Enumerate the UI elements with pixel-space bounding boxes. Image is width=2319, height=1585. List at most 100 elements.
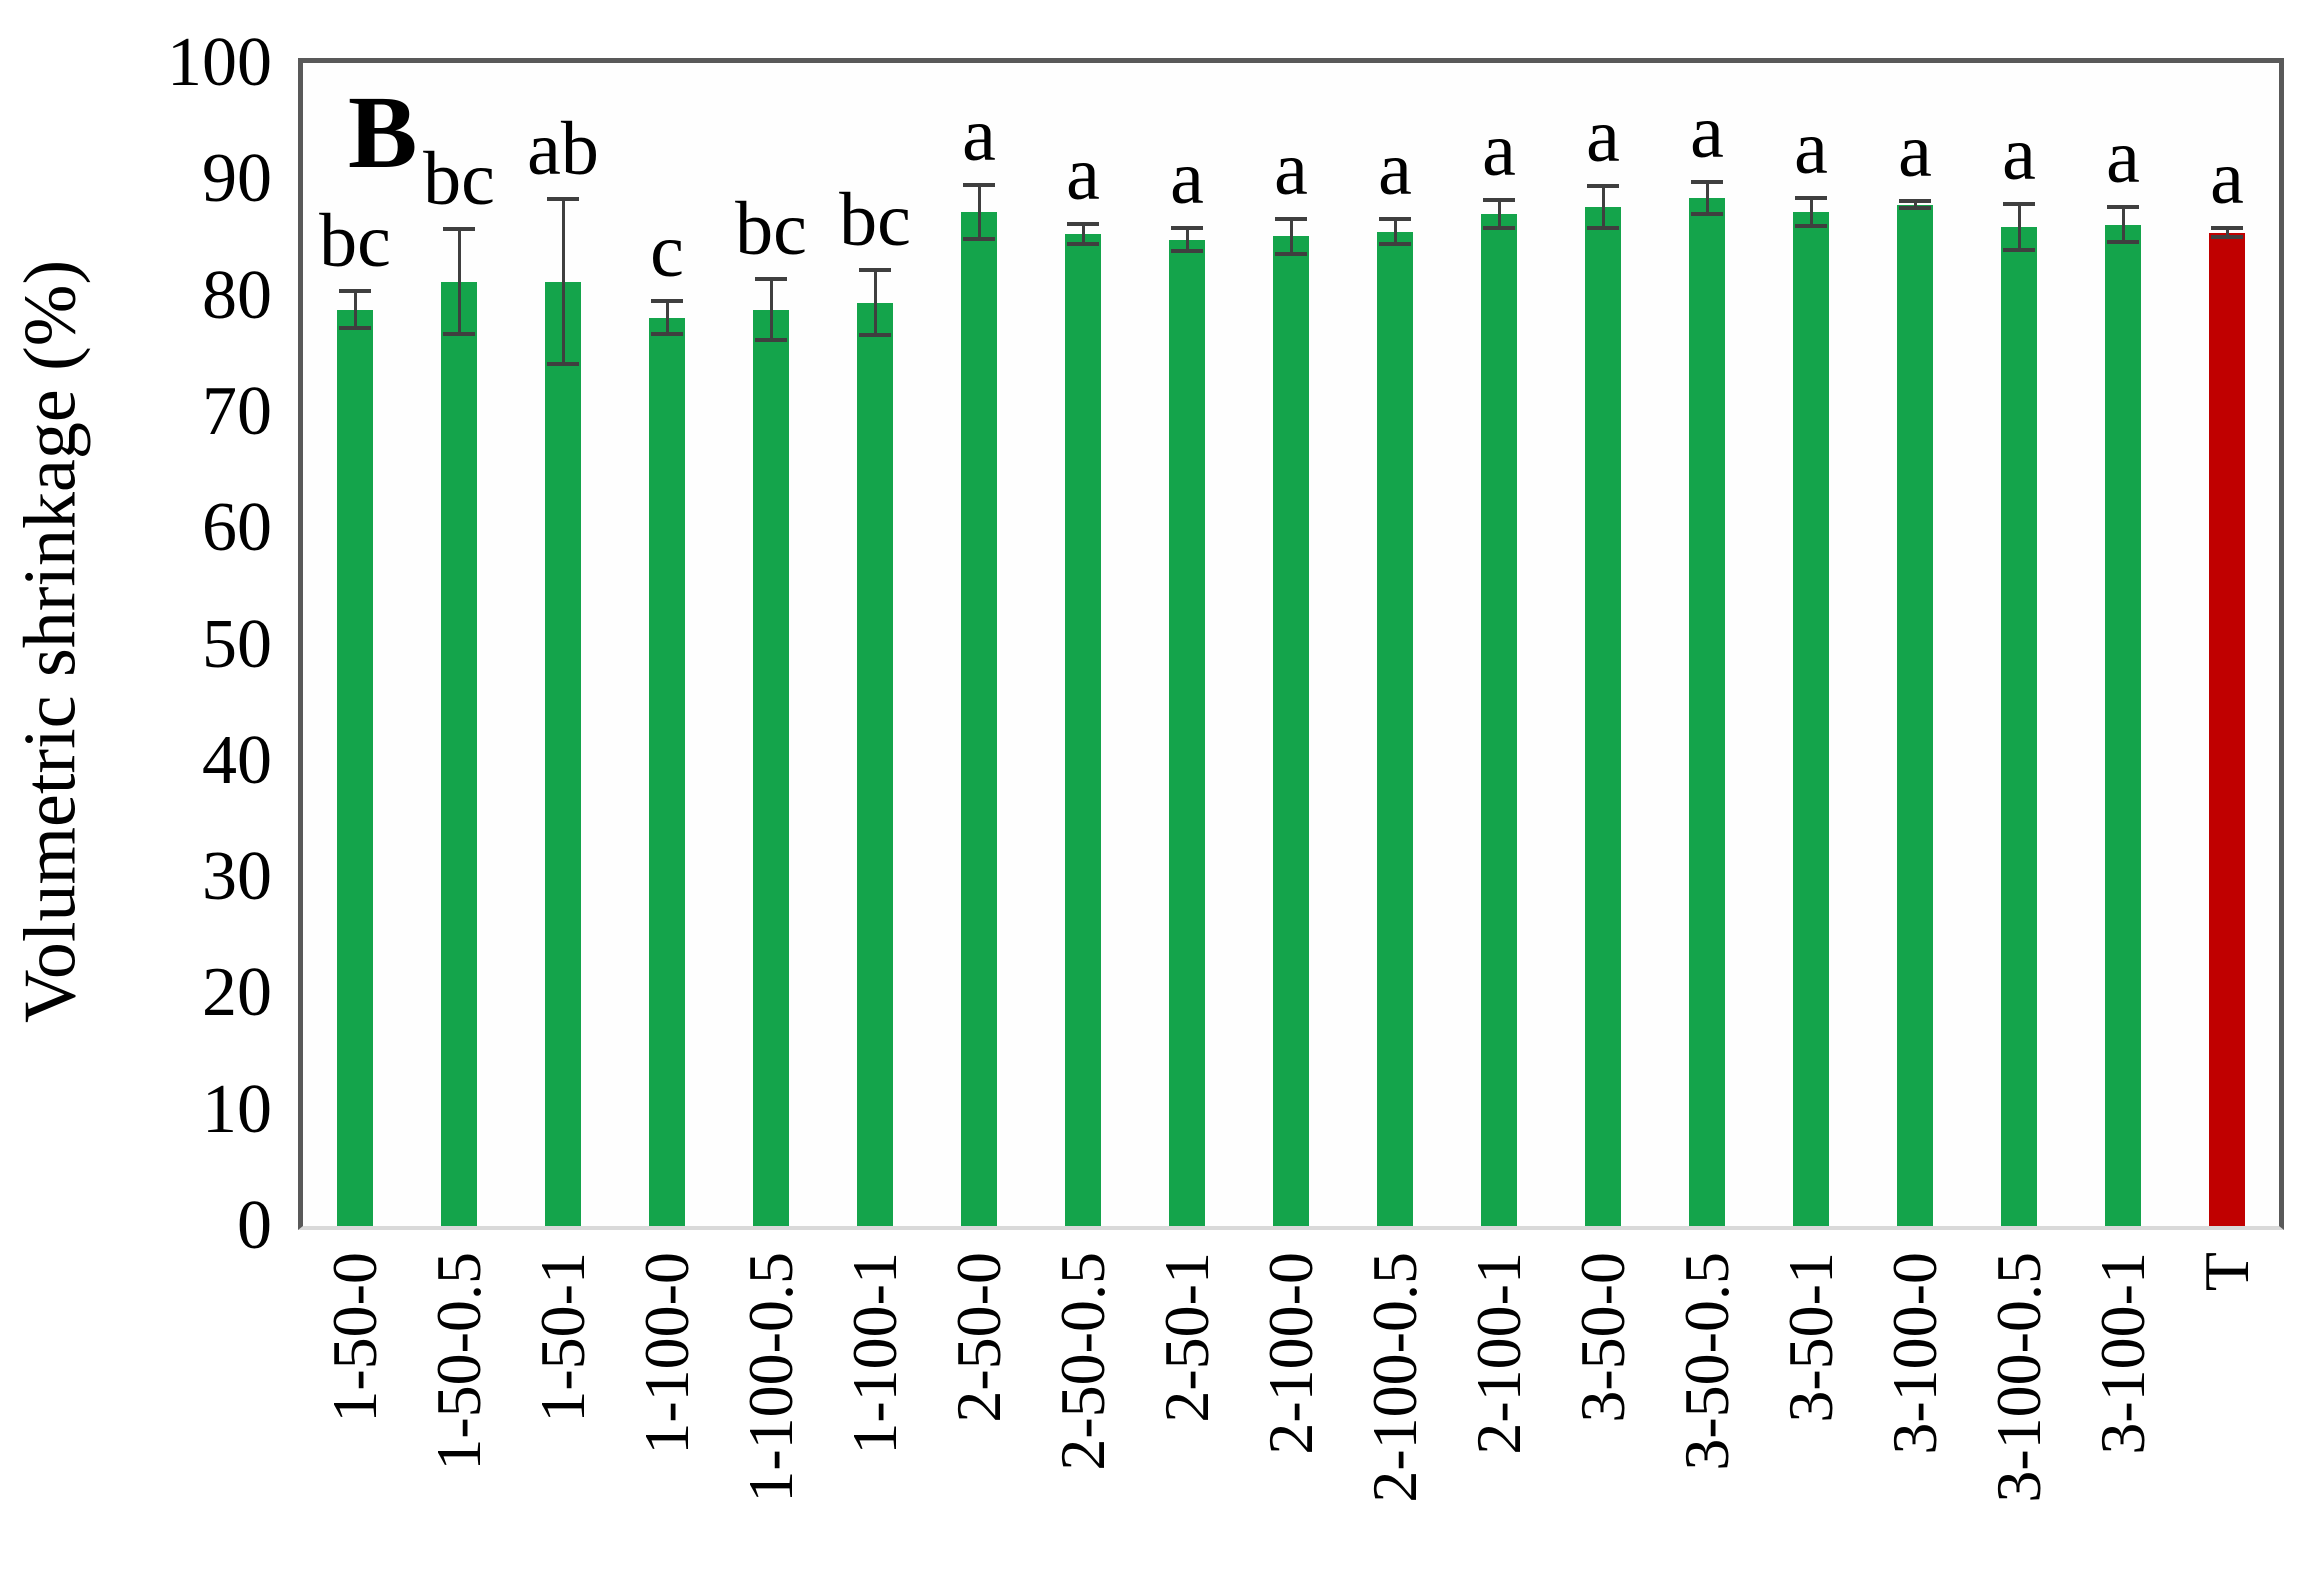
- sig-letter-1-50-0: bc: [319, 198, 391, 283]
- bar-1-100-0.5: [753, 309, 789, 1226]
- error-bar-cap-top: [1483, 198, 1515, 203]
- error-bar-stem: [1705, 181, 1709, 215]
- x-tick-label-2-50-1: 2-50-1: [1151, 1252, 1222, 1423]
- sig-letter-1-100-0: c: [650, 209, 684, 294]
- bar-3-50-1: [1793, 211, 1829, 1226]
- error-bar-stem: [561, 199, 565, 365]
- error-bar-cap-top: [547, 197, 579, 202]
- error-bar-cap-top: [1171, 226, 1203, 231]
- y-tick-label-10: 10: [202, 1070, 272, 1148]
- bar-2-100-1: [1481, 214, 1517, 1226]
- error-bar-cap-top: [755, 277, 787, 282]
- sig-letter-2-100-0: a: [1274, 126, 1308, 211]
- sig-letter-2-50-0.5: a: [1066, 131, 1100, 216]
- error-bar-cap-bottom: [651, 332, 683, 336]
- error-bar-cap-top: [2211, 226, 2243, 231]
- error-bar-cap-bottom: [2107, 240, 2139, 245]
- error-bar-cap-bottom: [755, 337, 787, 342]
- error-bar-cap-bottom: [1067, 242, 1099, 247]
- error-bar-cap-bottom: [1587, 226, 1619, 231]
- sig-letter-3-100-1: a: [2106, 115, 2140, 200]
- x-tick-label-3-50-1: 3-50-1: [1775, 1252, 1846, 1423]
- error-bar-stem: [1393, 218, 1397, 245]
- sig-letter-1-50-1: ab: [527, 107, 599, 192]
- error-bar-cap-bottom: [1899, 206, 1931, 211]
- error-bar-cap-bottom: [2003, 248, 2035, 253]
- sig-letter-1-100-0.5: bc: [735, 187, 807, 272]
- error-bar-cap-bottom: [1691, 212, 1723, 217]
- error-bar-cap-bottom: [1483, 226, 1515, 231]
- error-bar-cap-top: [2003, 201, 2035, 206]
- error-bar-cap-bottom: [1795, 223, 1827, 228]
- bar-2-50-1: [1169, 239, 1205, 1226]
- x-tick-label-2-100-1: 2-100-1: [1463, 1252, 1534, 1455]
- error-bar-stem: [2225, 228, 2229, 238]
- x-tick-label-3-100-0: 3-100-0: [1879, 1252, 1950, 1455]
- x-tick-label-2-100-0.5: 2-100-0.5: [1359, 1252, 1430, 1503]
- y-tick-label-0: 0: [237, 1187, 272, 1264]
- error-bar-stem: [873, 270, 877, 336]
- error-bar-stem: [1913, 201, 1917, 209]
- x-tick-label-1-50-1: 1-50-1: [527, 1252, 598, 1423]
- error-bar-cap-top: [859, 268, 891, 272]
- y-tick-label-50: 50: [202, 605, 272, 683]
- sig-letter-1-50-0.5: bc: [423, 137, 495, 222]
- x-tick-label-1-100-0: 1-100-0: [631, 1252, 702, 1455]
- y-tick-label-20: 20: [202, 954, 272, 1032]
- error-bar-cap-bottom: [1379, 242, 1411, 247]
- error-bar-cap-top: [339, 288, 371, 293]
- error-bar-cap-bottom: [443, 332, 475, 336]
- error-bar-cap-top: [1899, 199, 1931, 204]
- error-bar-stem: [977, 185, 981, 239]
- x-tick-label-1-50-0.5: 1-50-0.5: [423, 1252, 494, 1471]
- x-tick-label-1-50-0: 1-50-0: [319, 1252, 390, 1423]
- error-bar-cap-bottom: [339, 326, 371, 331]
- error-bar-cap-bottom: [1275, 251, 1307, 256]
- bar-3-50-0: [1585, 207, 1621, 1226]
- y-tick-label-80: 80: [202, 256, 272, 334]
- bar-1-50-1: [545, 281, 581, 1226]
- x-tick-label-3-100-1: 3-100-1: [2087, 1252, 2158, 1455]
- sig-letter-2-50-0: a: [962, 93, 996, 178]
- bar-3-100-0: [1897, 204, 1933, 1226]
- y-tick-label-30: 30: [202, 838, 272, 916]
- error-bar-cap-bottom: [859, 333, 891, 338]
- y-tick-label-40: 40: [202, 721, 272, 799]
- sig-letter-2-100-1: a: [1482, 108, 1516, 193]
- sig-letter-1-100-1: bc: [839, 178, 911, 262]
- sig-letter-3-100-0: a: [1898, 109, 1932, 194]
- error-bar-cap-top: [1067, 221, 1099, 226]
- x-tick-label-2-50-0.5: 2-50-0.5: [1047, 1252, 1118, 1471]
- error-bar-stem: [1289, 218, 1293, 254]
- bar-1-100-1: [857, 302, 893, 1226]
- error-bar-stem: [769, 279, 773, 340]
- error-bar-cap-top: [2107, 205, 2139, 210]
- bar-1-50-0.5: [441, 281, 477, 1226]
- error-bar-stem: [1601, 186, 1605, 229]
- error-bar-cap-top: [1379, 216, 1411, 221]
- x-tick-label-2-100-0: 2-100-0: [1255, 1252, 1326, 1455]
- bar-2-50-0: [961, 211, 997, 1226]
- error-bar-cap-top: [1691, 179, 1723, 184]
- error-bar-stem: [457, 229, 461, 334]
- sig-letter-3-100-0.5: a: [2002, 111, 2036, 196]
- error-bar-stem: [1809, 197, 1813, 226]
- x-tick-label-T: T: [2191, 1252, 2262, 1292]
- bar-3-100-0.5: [2001, 227, 2037, 1226]
- error-bar-stem: [2121, 207, 2125, 243]
- error-bar-cap-top: [963, 183, 995, 188]
- sig-letter-T: a: [2210, 136, 2244, 221]
- error-bar-stem: [1081, 223, 1085, 245]
- error-bar-cap-bottom: [547, 362, 579, 367]
- y-tick-label-90: 90: [202, 140, 272, 218]
- x-tick-label-3-50-0: 3-50-0: [1567, 1252, 1638, 1423]
- sig-letter-3-50-1: a: [1794, 105, 1828, 190]
- y-tick-label-100: 100: [167, 24, 272, 101]
- error-bar-cap-bottom: [963, 236, 995, 241]
- y-tick-label-70: 70: [202, 372, 272, 450]
- panel-label: B: [348, 75, 418, 190]
- error-bar-stem: [1185, 228, 1189, 252]
- x-tick-label-1-100-0.5: 1-100-0.5: [735, 1252, 806, 1503]
- bar-1-50-0: [337, 309, 373, 1226]
